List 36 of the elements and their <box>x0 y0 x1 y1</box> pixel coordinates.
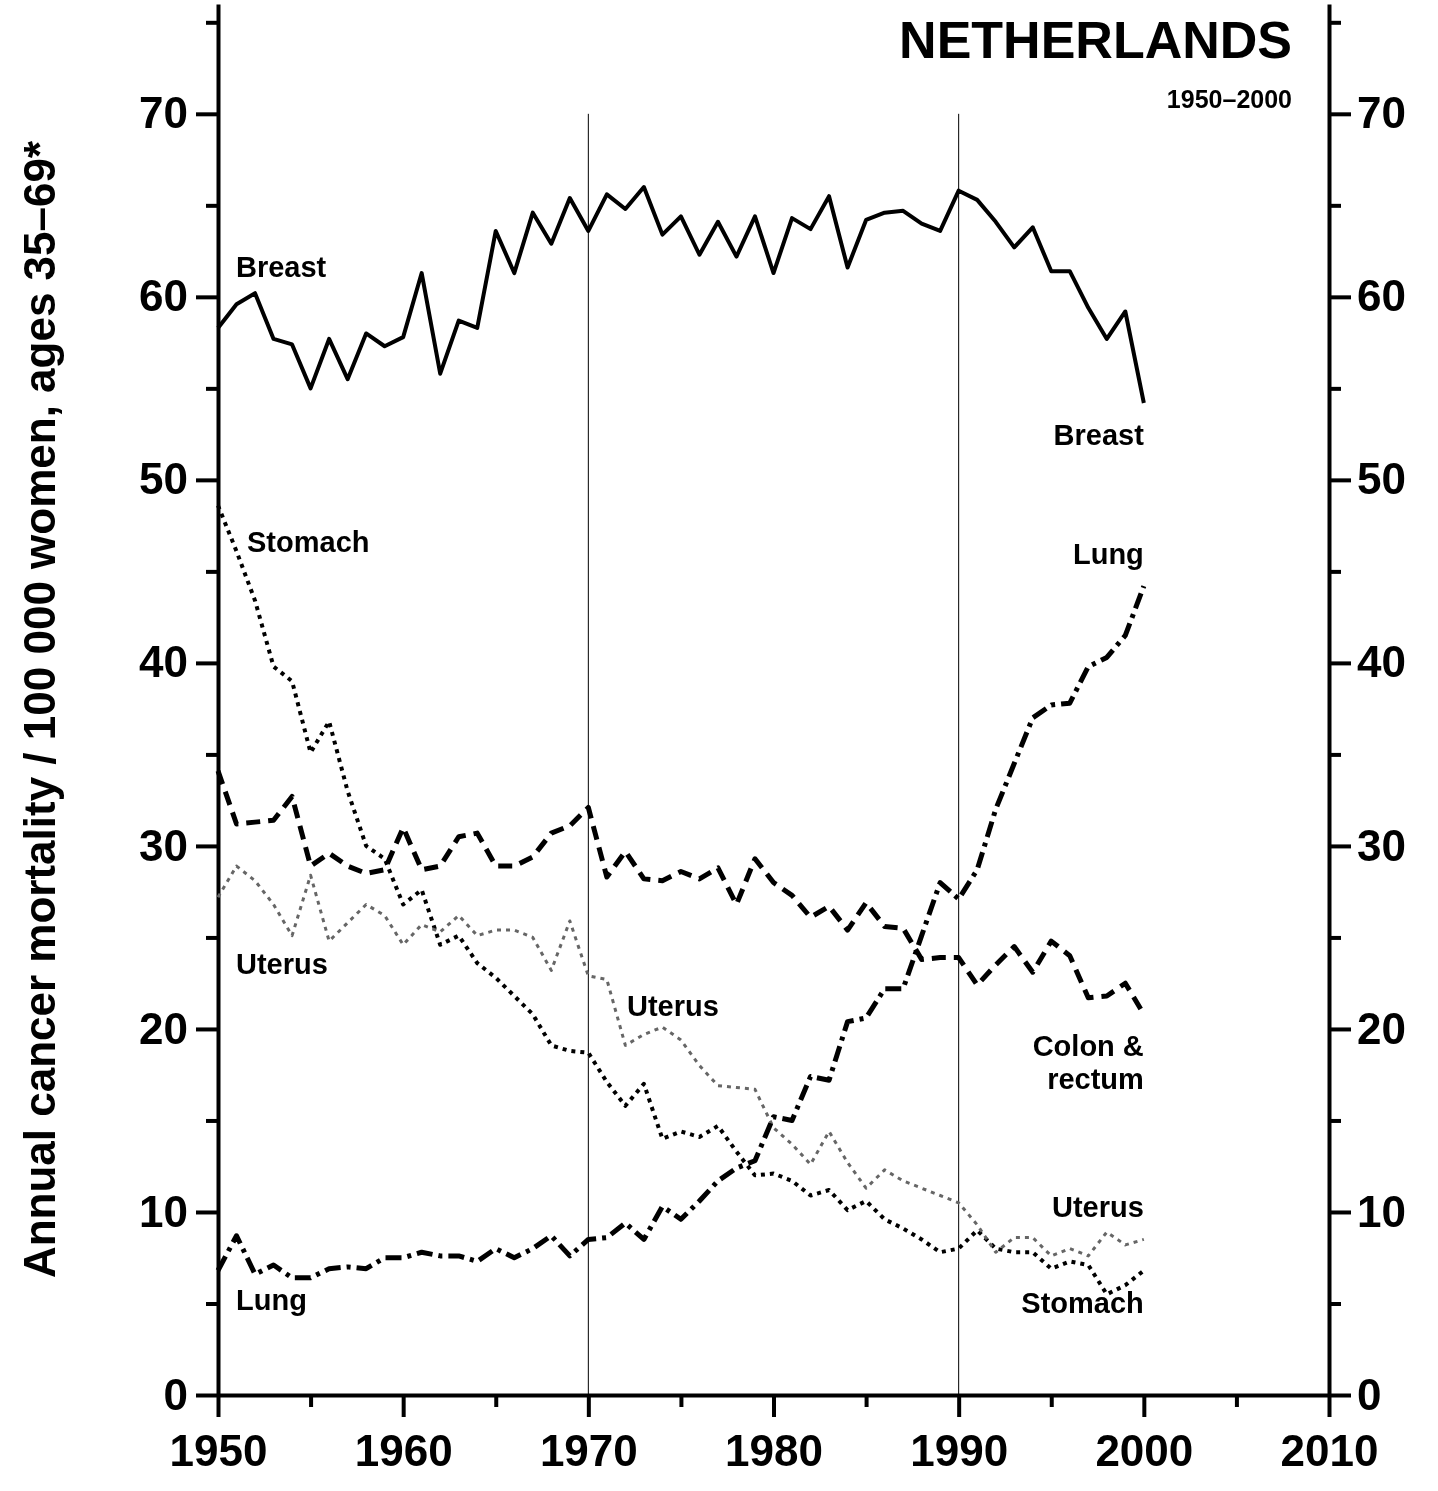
series-label: Breast <box>1053 419 1145 451</box>
series-label: Lung <box>1072 538 1144 571</box>
y-tick-label: 20 <box>139 1003 188 1053</box>
y2-tick-label: 50 <box>1357 454 1406 504</box>
annotation: Uterus <box>236 948 328 980</box>
x-tick-label: 1990 <box>910 1426 1009 1476</box>
y-tick-label: 70 <box>139 88 188 138</box>
x-tick-label: 2000 <box>1095 1426 1194 1476</box>
y-tick-label: 10 <box>139 1186 188 1236</box>
y2-tick-label: 20 <box>1357 1003 1406 1053</box>
y-tick-label: 0 <box>163 1369 188 1419</box>
x-tick-label: 2010 <box>1280 1426 1379 1476</box>
series-label: Colon & rectum <box>1032 1030 1144 1096</box>
y2-tick-label: 30 <box>1357 820 1406 870</box>
x-tick-label: 1970 <box>539 1426 638 1476</box>
y-tick-label: 60 <box>139 271 188 321</box>
chart-title: NETHERLANDS <box>899 11 1292 69</box>
y2-tick-label: 10 <box>1357 1186 1406 1236</box>
annotation: Stomach <box>247 526 370 558</box>
y-tick-label: 30 <box>139 820 188 870</box>
x-tick-label: 1980 <box>725 1426 823 1476</box>
y2-tick-label: 70 <box>1357 88 1406 138</box>
y-tick-label: 50 <box>139 454 188 504</box>
text: 1950–2000 <box>1166 85 1292 113</box>
annotation: Uterus <box>627 990 719 1022</box>
y2-tick-label: 40 <box>1357 637 1406 687</box>
y2-tick-label: 0 <box>1357 1369 1382 1419</box>
series-label: Stomach <box>1021 1286 1144 1319</box>
annotation: Lung <box>236 1284 307 1316</box>
series-label: Uterus <box>1051 1191 1144 1224</box>
x-tick-label: 1960 <box>354 1426 453 1476</box>
y-tick-label: 40 <box>139 637 188 687</box>
y-axis-title: Annual cancer mortality / 100 000 women, ages 35–69* <box>15 140 64 1279</box>
annotation: Breast <box>236 251 327 283</box>
x-tick-label: 1950 <box>169 1426 268 1476</box>
y2-tick-label: 60 <box>1357 271 1406 321</box>
